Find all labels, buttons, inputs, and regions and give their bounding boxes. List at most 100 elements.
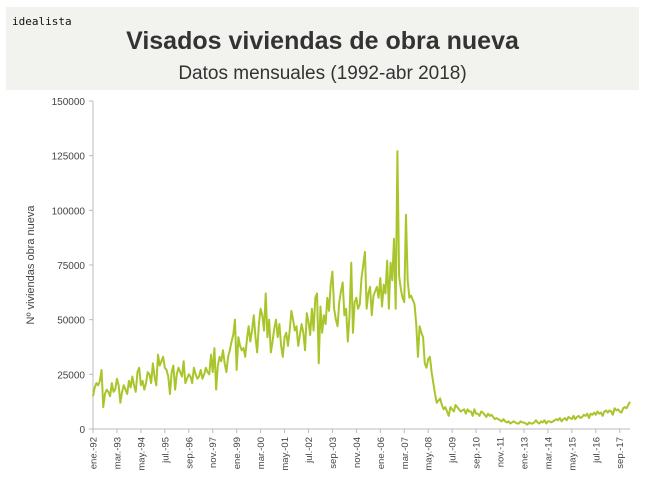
data-point: [525, 423, 526, 424]
data-point: [532, 423, 533, 424]
data-point: [192, 382, 193, 383]
data-point: [137, 372, 138, 373]
data-point: [431, 372, 432, 373]
data-point: [174, 389, 175, 390]
y-tick-label: 75000: [57, 261, 85, 272]
data-point: [508, 421, 509, 422]
data-point: [262, 315, 263, 316]
series-line: [92, 150, 631, 426]
data-point: [125, 389, 126, 390]
data-point: [429, 356, 430, 357]
data-point: [121, 391, 122, 392]
chart-subtitle: Datos mensuales (1992-abr 2018): [178, 63, 467, 84]
data-point: [505, 421, 506, 422]
data-point: [487, 413, 488, 414]
data-point: [154, 376, 155, 377]
data-point: [135, 391, 136, 392]
data-point: [139, 367, 140, 368]
data-point: [164, 367, 165, 368]
data-point: [436, 402, 437, 403]
data-point: [583, 414, 584, 415]
data-point: [275, 319, 276, 320]
data-point: [428, 358, 429, 359]
data-point: [340, 291, 341, 292]
data-point: [111, 382, 112, 383]
data-point: [255, 337, 256, 338]
x-tick-label: sep.-96: [184, 437, 195, 469]
data-point: [373, 295, 374, 296]
data-point: [185, 382, 186, 383]
data-point: [316, 293, 317, 294]
data-point: [207, 372, 208, 373]
data-point: [226, 372, 227, 373]
data-point: [400, 288, 401, 289]
data-point: [421, 332, 422, 333]
data-point: [600, 412, 601, 413]
data-point: [455, 404, 456, 405]
data-point: [279, 323, 280, 324]
data-point: [587, 413, 588, 414]
x-tick-label: mar.-00: [256, 437, 267, 469]
data-point: [371, 315, 372, 316]
y-tick-label: 100000: [52, 206, 86, 217]
data-point: [484, 414, 485, 415]
data-point: [588, 417, 589, 418]
y-tick-label: 0: [79, 425, 85, 436]
x-tick-label: sep.-03: [328, 437, 339, 469]
data-point: [481, 411, 482, 412]
data-point: [399, 275, 400, 276]
data-point: [103, 407, 104, 408]
data-point: [523, 422, 524, 423]
data-point: [301, 323, 302, 324]
data-point: [412, 299, 413, 300]
data-point: [558, 420, 559, 421]
data-point: [464, 409, 465, 410]
data-point: [197, 378, 198, 379]
data-point: [381, 306, 382, 307]
data-point: [258, 323, 259, 324]
data-point: [368, 293, 369, 294]
data-point: [204, 374, 205, 375]
data-point: [571, 419, 572, 420]
data-point: [277, 337, 278, 338]
data-point: [246, 339, 247, 340]
data-point: [563, 419, 564, 420]
data-point: [224, 363, 225, 364]
data-point: [221, 361, 222, 362]
data-point: [445, 407, 446, 408]
data-point: [561, 421, 562, 422]
data-point: [623, 408, 624, 409]
x-tick-label: jul.-09: [448, 437, 459, 464]
data-point: [366, 308, 367, 309]
data-point: [604, 411, 605, 412]
data-point: [554, 420, 555, 421]
x-tick-label: jul.-16: [591, 437, 602, 464]
data-point: [291, 310, 292, 311]
data-point: [113, 391, 114, 392]
data-point: [265, 293, 266, 294]
data-point: [369, 286, 370, 287]
data-point: [479, 415, 480, 416]
data-point: [496, 417, 497, 418]
data-point: [233, 334, 234, 335]
data-point: [433, 382, 434, 383]
data-point: [578, 415, 579, 416]
data-point: [161, 361, 162, 362]
data-point: [517, 423, 518, 424]
data-point: [414, 304, 415, 305]
data-point: [580, 417, 581, 418]
data-point: [318, 363, 319, 364]
data-point: [529, 422, 530, 423]
data-point: [287, 345, 288, 346]
data-point: [296, 326, 297, 327]
data-point: [250, 341, 251, 342]
data-point: [595, 414, 596, 415]
data-point: [409, 297, 410, 298]
data-point: [388, 308, 389, 309]
data-point: [101, 369, 102, 370]
data-point: [328, 310, 329, 311]
data-point: [607, 412, 608, 413]
x-tick-label: mar.-93: [112, 437, 123, 469]
data-point: [272, 341, 273, 342]
data-point: [156, 385, 157, 386]
